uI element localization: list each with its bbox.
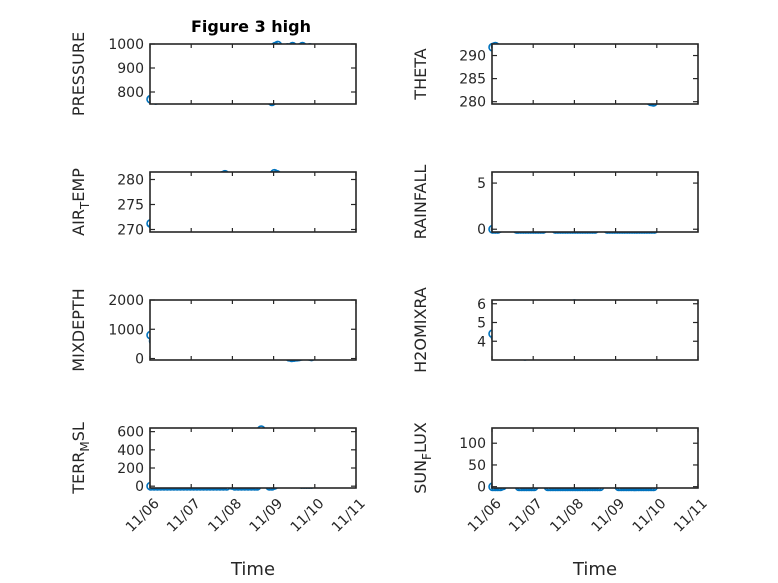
subplot-terr-msl: 0 200 400 600 11/06 11/07 11/08 11/09 11/10 11/11…: [69, 422, 369, 580]
terr-msl-xtick-label: 11/06: [123, 496, 163, 536]
sun-flux-xtick-label: 11/07: [506, 496, 546, 536]
air-temp-ytick-label: 275: [117, 198, 144, 214]
pressure-ylabel-main: PRESSURE: [69, 32, 88, 116]
sun-flux-xtick-label: 11/11: [671, 496, 711, 536]
subplot-h2omixra: 4 5 6 H2OMIXRA: [411, 287, 699, 373]
h2omixra-ytick-label: 4: [477, 334, 486, 350]
sun-flux-ytick-label: 50: [468, 458, 486, 474]
air-temp-ytick-label: 270: [117, 223, 144, 239]
pressure-ylabel: PRESSURE: [69, 32, 88, 116]
mixdepth-ylabel-main: MIXDEPTH: [69, 288, 88, 371]
terr-msl-ytick-label: 0: [135, 479, 144, 495]
sun-flux-xtick-label: 11/09: [588, 496, 628, 536]
mixdepth-axes-box: [149, 299, 357, 361]
terr-msl-ylabel-subscript: M: [78, 441, 92, 451]
subplot-air-temp: 270 275 280 AIRTEMP: [69, 168, 357, 239]
theta-ylabel: THETA: [411, 48, 430, 100]
terr-msl-ylabel: TERRMSL: [69, 422, 92, 495]
subplot-theta: 280 285 290 THETA: [411, 41, 699, 111]
air-temp-axes-box: [149, 171, 357, 233]
pressure-ytick-label: 1000: [108, 37, 144, 53]
terr-msl-xlabel: Time: [230, 559, 275, 580]
terr-msl-xtick-label: 11/08: [205, 496, 245, 536]
sun-flux-ylabel-subscript: F: [420, 453, 434, 460]
theta-axes-box: [491, 43, 699, 105]
rainfall-ylabel-main: RAINFALL: [411, 165, 430, 240]
air-temp-ytick-label: 280: [117, 173, 144, 189]
sun-flux-ylabel-tail: LUX: [411, 422, 430, 453]
mixdepth-ylabel: MIXDEPTH: [69, 288, 88, 371]
pressure-ytick-label: 900: [117, 61, 144, 77]
rainfall-ytick-label: 5: [477, 176, 486, 192]
sun-flux-ytick-label: 100: [459, 436, 486, 452]
sun-flux-xtick-label: 11/10: [630, 496, 670, 536]
rainfall-ytick-label: 0: [477, 222, 486, 238]
terr-msl-ytick-label: 600: [117, 425, 144, 441]
subplot-sun-flux: 0 50 100 11/06 11/07 11/08 11/09 11/10 11/11 Time…: [411, 422, 711, 580]
terr-msl-ylabel-main: TERR: [69, 452, 88, 495]
terr-msl-xtick-label: 11/07: [164, 496, 204, 536]
terr-msl-ylabel-tail: SL: [69, 422, 88, 441]
terr-msl-ytick-label: 200: [117, 461, 144, 477]
mixdepth-ytick-label: 0: [135, 352, 144, 368]
h2omixra-ylabel: H2OMIXRA: [411, 287, 430, 373]
mixdepth-ytick-label: 1000: [108, 322, 144, 338]
mixdepth-ytick-label: 2000: [108, 293, 144, 309]
pressure-axes-box: [149, 43, 357, 105]
h2omixra-axes-box: [491, 299, 699, 361]
air-temp-ylabel: AIRTEMP: [69, 168, 92, 236]
subplot-pressure: 800 900 1000 PRESSURE: [69, 32, 357, 116]
h2omixra-ytick-label: 6: [477, 297, 486, 313]
subplot-mixdepth: 0 1000 2000 MIXDEPTH: [69, 288, 357, 372]
terr-msl-axes-box: [149, 427, 357, 489]
theta-ytick-label: 290: [459, 49, 486, 65]
h2omixra-ylabel-main: H2OMIXRA: [411, 287, 430, 373]
sun-flux-ylabel: SUNFLUX: [411, 422, 434, 494]
figure-title: Figure 3 high: [191, 17, 311, 36]
sun-flux-xlabel: Time: [572, 559, 617, 580]
subplot-rainfall: 0 5 RAINFALL: [411, 165, 699, 240]
sun-flux-ytick-label: 0: [477, 480, 486, 496]
rainfall-ylabel: RAINFALL: [411, 165, 430, 240]
air-temp-ylabel-subscript: T: [78, 201, 92, 210]
terr-msl-xtick-label: 11/10: [288, 496, 328, 536]
terr-msl-xtick-label: 11/11: [329, 496, 369, 536]
air-temp-ylabel-tail: EMP: [69, 168, 88, 202]
pressure-ytick-label: 800: [117, 85, 144, 101]
terr-msl-xtick-label: 11/09: [246, 496, 286, 536]
theta-ylabel-main: THETA: [411, 48, 430, 100]
theta-ytick-label: 280: [459, 95, 486, 111]
air-temp-ylabel-main: AIR: [69, 209, 88, 236]
rainfall-axes-box: [491, 171, 699, 233]
h2omixra-ytick-label: 5: [477, 316, 486, 332]
sun-flux-axes-box: [491, 427, 699, 489]
sun-flux-xtick-label: 11/08: [547, 496, 587, 536]
sun-flux-xtick-label: 11/06: [465, 496, 505, 536]
terr-msl-ytick-label: 400: [117, 443, 144, 459]
sun-flux-ylabel-main: SUN: [411, 460, 430, 494]
theta-ytick-label: 285: [459, 72, 486, 88]
